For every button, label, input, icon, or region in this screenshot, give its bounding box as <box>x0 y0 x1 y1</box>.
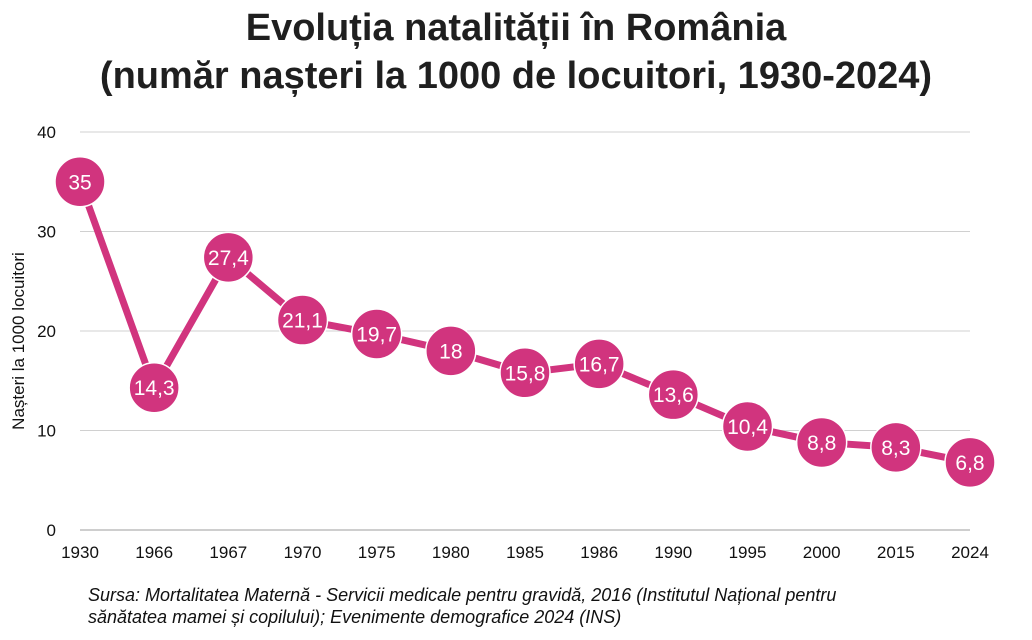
x-tick-label: 2015 <box>877 543 915 562</box>
x-tick-label: 1986 <box>580 543 618 562</box>
chart-title: Evoluția natalității în România (număr n… <box>0 4 1032 100</box>
data-point-marker <box>128 361 180 414</box>
data-label: 6,8 <box>955 452 984 475</box>
data-label: 13,6 <box>653 384 694 407</box>
x-tick-label: 1966 <box>135 543 173 562</box>
x-tick-label: 1985 <box>506 543 544 562</box>
gridlines <box>80 131 970 531</box>
y-axis-ticks: 0 10 20 30 40 <box>37 123 56 540</box>
data-point-marker <box>944 436 996 489</box>
x-tick-label: 1980 <box>432 543 470 562</box>
x-tick-label: 1990 <box>654 543 692 562</box>
x-tick-label: 2000 <box>803 543 841 562</box>
y-tick-label: 10 <box>37 422 56 441</box>
source-note: Sursa: Mortalitatea Maternă - Servicii m… <box>88 584 948 628</box>
data-label: 14,3 <box>134 377 175 400</box>
data-point-marker <box>795 416 848 469</box>
data-label: 16,7 <box>579 353 620 376</box>
chart-title-line-2: (număr nașteri la 1000 de locuitori, 193… <box>99 55 933 97</box>
x-tick-label: 2024 <box>951 543 989 562</box>
x-axis-ticks: 1930 1966 1967 1970 1975 1980 1985 1986 1990 1995… <box>61 543 989 562</box>
data-point-marker <box>54 156 106 208</box>
data-point-marker <box>350 308 403 360</box>
data-point-marker <box>202 231 255 284</box>
data-label: 8,3 <box>881 437 910 460</box>
series-polyline <box>76 178 974 466</box>
y-tick-label: 20 <box>37 322 56 341</box>
x-tick-label: 1975 <box>358 543 396 562</box>
source-note-line-1: Sursa: Mortalitatea Maternă - Servicii m… <box>88 585 837 605</box>
data-label: 27,4 <box>208 247 249 270</box>
data-label: 19,7 <box>356 323 397 346</box>
data-point-marker <box>870 421 922 474</box>
data-point-marker <box>499 347 551 399</box>
y-tick-label: 30 <box>37 223 56 242</box>
y-tick-label: 40 <box>37 123 56 142</box>
data-point-marker <box>573 338 625 390</box>
series-line <box>76 178 974 466</box>
data-label: 10,4 <box>727 416 768 439</box>
x-tick-label: 1970 <box>284 543 322 562</box>
y-tick-label: 0 <box>47 521 56 540</box>
chart-title-line-1: Evoluția natalității în România <box>245 7 787 49</box>
x-tick-label: 1967 <box>209 543 247 562</box>
data-label: 8,8 <box>807 432 836 455</box>
x-tick-label: 1930 <box>61 543 99 562</box>
data-point-marker <box>647 368 700 421</box>
data-point-marker <box>721 400 774 453</box>
data-point-marker <box>276 294 329 346</box>
data-label: 35 <box>68 171 91 194</box>
data-label: 21,1 <box>282 310 323 333</box>
source-note-line-2: sănătatea mamei și copilului); Eveniment… <box>88 607 622 627</box>
x-tick-label: 1995 <box>729 543 767 562</box>
data-label: 15,8 <box>505 362 546 385</box>
data-label: 18 <box>439 340 462 363</box>
y-axis-label: Nașteri la 1000 locuitori <box>9 252 28 430</box>
data-point-marker <box>425 325 477 377</box>
data-points: 35 14,3 27,4 21,1 19,7 18 15,8 16,7 13,6 10,4 8,8 8… <box>54 156 996 489</box>
